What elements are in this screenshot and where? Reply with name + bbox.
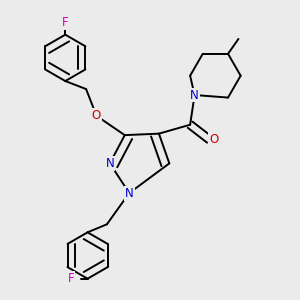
Text: O: O	[92, 109, 101, 122]
Text: F: F	[62, 16, 69, 29]
Text: F: F	[68, 272, 74, 285]
Text: N: N	[190, 88, 199, 101]
Text: N: N	[125, 187, 134, 200]
Text: O: O	[209, 133, 218, 146]
Text: N: N	[106, 157, 114, 170]
